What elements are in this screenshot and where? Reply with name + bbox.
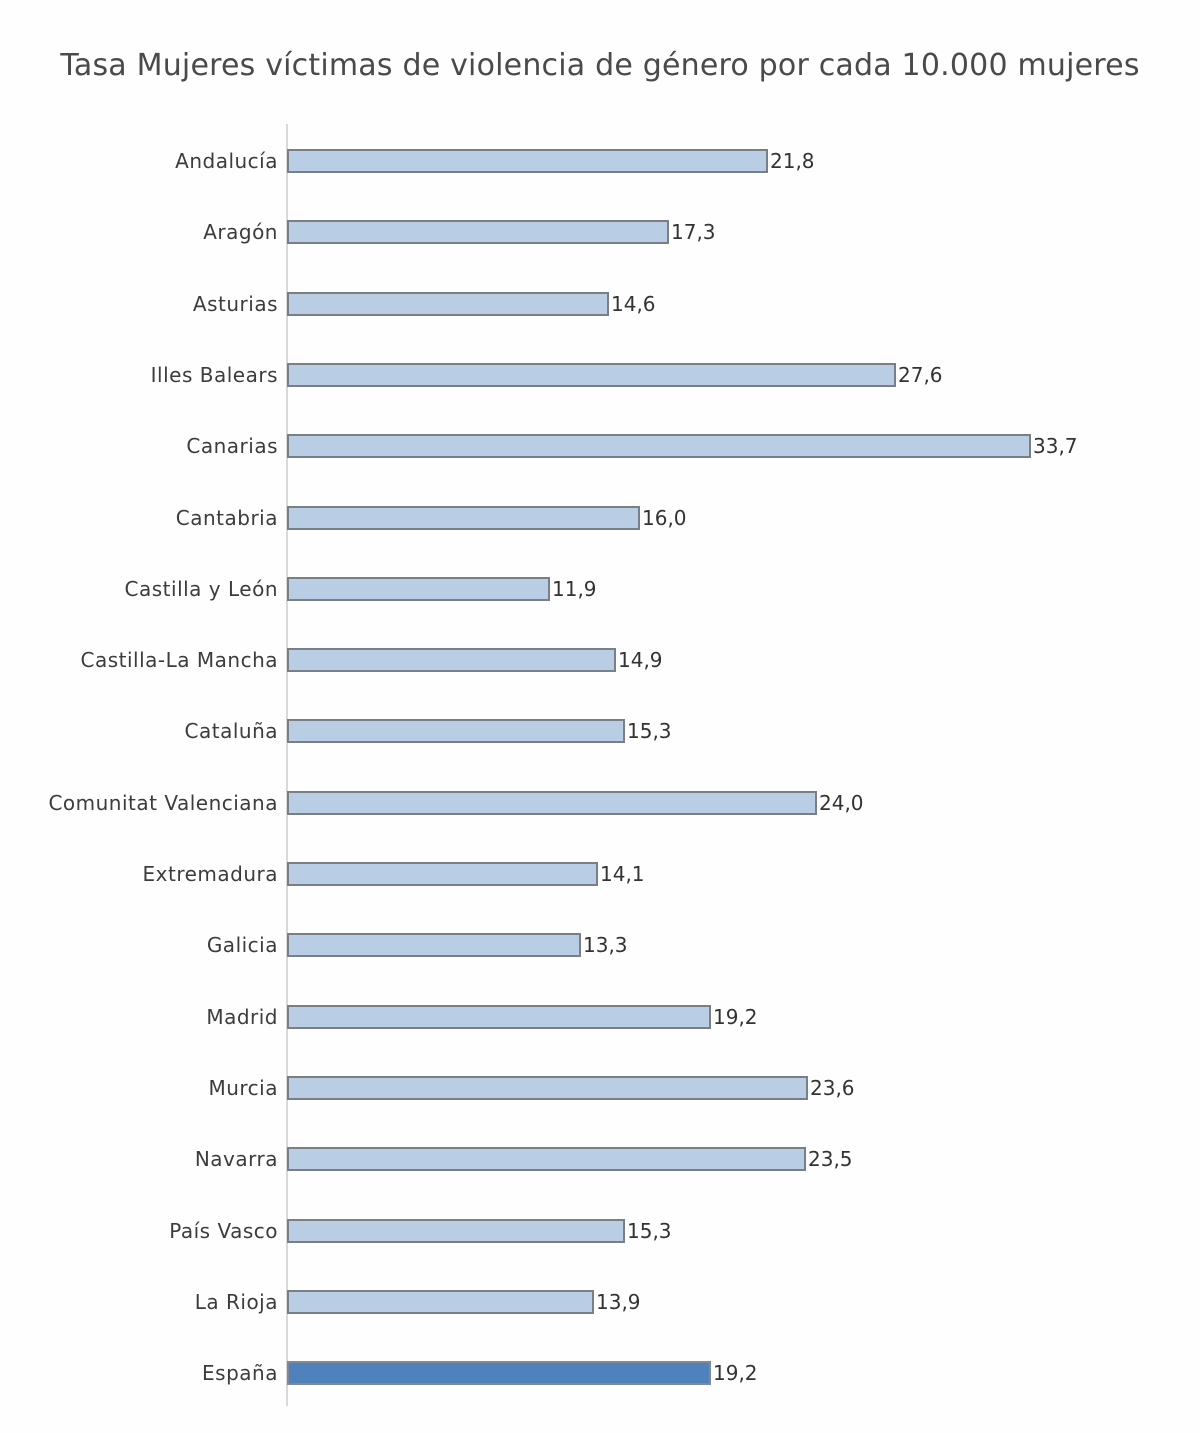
value-label: 33,7 <box>1033 434 1078 458</box>
bar-row: La Rioja 13,9 <box>0 1290 1200 1314</box>
bar-row: Castilla-La Mancha 14,9 <box>0 648 1200 672</box>
value-label: 23,6 <box>810 1076 855 1100</box>
bar <box>287 363 896 387</box>
category-label: Madrid <box>206 1005 278 1029</box>
bar-row: Castilla y León 11,9 <box>0 577 1200 601</box>
value-label: 27,6 <box>898 363 943 387</box>
bar-row: Andalucía 21,8 <box>0 149 1200 173</box>
value-label: 14,6 <box>611 292 656 316</box>
bar <box>287 434 1031 458</box>
category-label: Asturias <box>192 292 278 316</box>
category-label: Cantabria <box>175 506 278 530</box>
category-label: España <box>202 1361 278 1385</box>
chart-title: Tasa Mujeres víctimas de violencia de gé… <box>60 48 1140 83</box>
value-label: 15,3 <box>627 1219 672 1243</box>
category-label: Andalucía <box>175 149 278 173</box>
category-label: Illes Balears <box>150 363 278 387</box>
bar <box>287 1147 806 1171</box>
bar <box>287 862 598 886</box>
value-label: 17,3 <box>671 220 716 244</box>
bar-row: Asturias 14,6 <box>0 292 1200 316</box>
category-label: Canarias <box>186 434 278 458</box>
bar <box>287 1361 711 1385</box>
category-label: Castilla-La Mancha <box>80 648 278 672</box>
bar-row: Galicia 13,3 <box>0 933 1200 957</box>
bar-row: Illes Balears 27,6 <box>0 363 1200 387</box>
value-label: 19,2 <box>713 1005 758 1029</box>
category-label: Cataluña <box>184 719 278 743</box>
bar <box>287 1219 625 1243</box>
value-label: 23,5 <box>808 1147 853 1171</box>
category-label: La Rioja <box>194 1290 278 1314</box>
value-label: 15,3 <box>627 719 672 743</box>
bar <box>287 577 550 601</box>
bar <box>287 220 669 244</box>
category-label: Murcia <box>208 1076 278 1100</box>
value-label: 21,8 <box>770 149 815 173</box>
category-label: Comunitat Valenciana <box>48 791 278 815</box>
bar-row: Navarra 23,5 <box>0 1147 1200 1171</box>
category-label: Navarra <box>194 1147 278 1171</box>
bar-row: Aragón 17,3 <box>0 220 1200 244</box>
bar <box>287 933 581 957</box>
bar-row: Cataluña 15,3 <box>0 719 1200 743</box>
bar <box>287 648 616 672</box>
value-label: 14,9 <box>618 648 663 672</box>
bar-row: Murcia 23,6 <box>0 1076 1200 1100</box>
value-label: 16,0 <box>642 506 687 530</box>
value-label: 13,3 <box>583 933 628 957</box>
value-label: 11,9 <box>552 577 597 601</box>
bar <box>287 791 817 815</box>
bar <box>287 1005 711 1029</box>
bar-row: Madrid 19,2 <box>0 1005 1200 1029</box>
bar <box>287 719 625 743</box>
bar <box>287 292 609 316</box>
value-label: 14,1 <box>600 862 645 886</box>
value-label: 24,0 <box>819 791 864 815</box>
bar <box>287 506 640 530</box>
bar <box>287 1290 594 1314</box>
bar-row: Comunitat Valenciana 24,0 <box>0 791 1200 815</box>
bar-row: Cantabria 16,0 <box>0 506 1200 530</box>
category-label: Castilla y León <box>124 577 278 601</box>
category-label: Galicia <box>206 933 278 957</box>
category-axis-line <box>286 124 288 1406</box>
bar-row: País Vasco 15,3 <box>0 1219 1200 1243</box>
value-label: 13,9 <box>596 1290 641 1314</box>
bar <box>287 149 768 173</box>
bar-row: Canarias 33,7 <box>0 434 1200 458</box>
category-label: País Vasco <box>169 1219 278 1243</box>
value-label: 19,2 <box>713 1361 758 1385</box>
bar-row: España 19,2 <box>0 1361 1200 1385</box>
category-label: Extremadura <box>142 862 278 886</box>
bar <box>287 1076 808 1100</box>
category-label: Aragón <box>203 220 278 244</box>
bar-row: Extremadura 14,1 <box>0 862 1200 886</box>
